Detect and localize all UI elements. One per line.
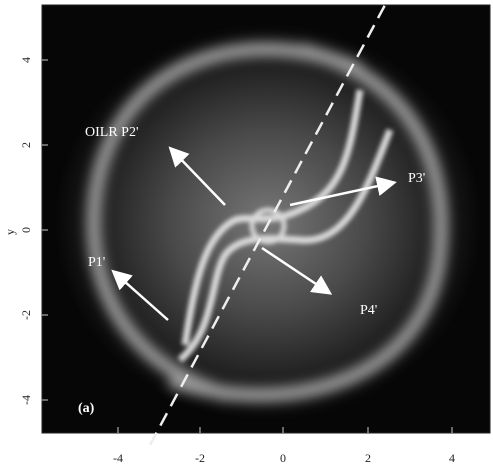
y-axis-label: y <box>3 229 17 235</box>
figure: (a) y OILR P2' P3' P1' P4' -4 -2 0 2 4 4 2 0 -2 -4 <box>0 0 493 470</box>
panel-label: (a) <box>78 401 95 416</box>
annotation: P4' <box>360 303 377 318</box>
x-tick-label: 0 <box>280 451 286 465</box>
y-tick-label: 2 <box>19 142 33 148</box>
annotation: P1' <box>88 255 105 270</box>
x-tick-label: -2 <box>195 451 205 465</box>
y-tick-label: -2 <box>19 310 33 320</box>
annotation: OILR P2' <box>85 125 138 140</box>
y-tick-label: 4 <box>19 57 33 63</box>
annotation: P3' <box>408 171 425 186</box>
x-tick-label: 4 <box>449 451 455 465</box>
x-tick-label: -4 <box>113 451 123 465</box>
x-tick-label: 2 <box>365 451 371 465</box>
y-tick-label: -4 <box>19 395 33 405</box>
y-tick-label: 0 <box>19 227 33 233</box>
